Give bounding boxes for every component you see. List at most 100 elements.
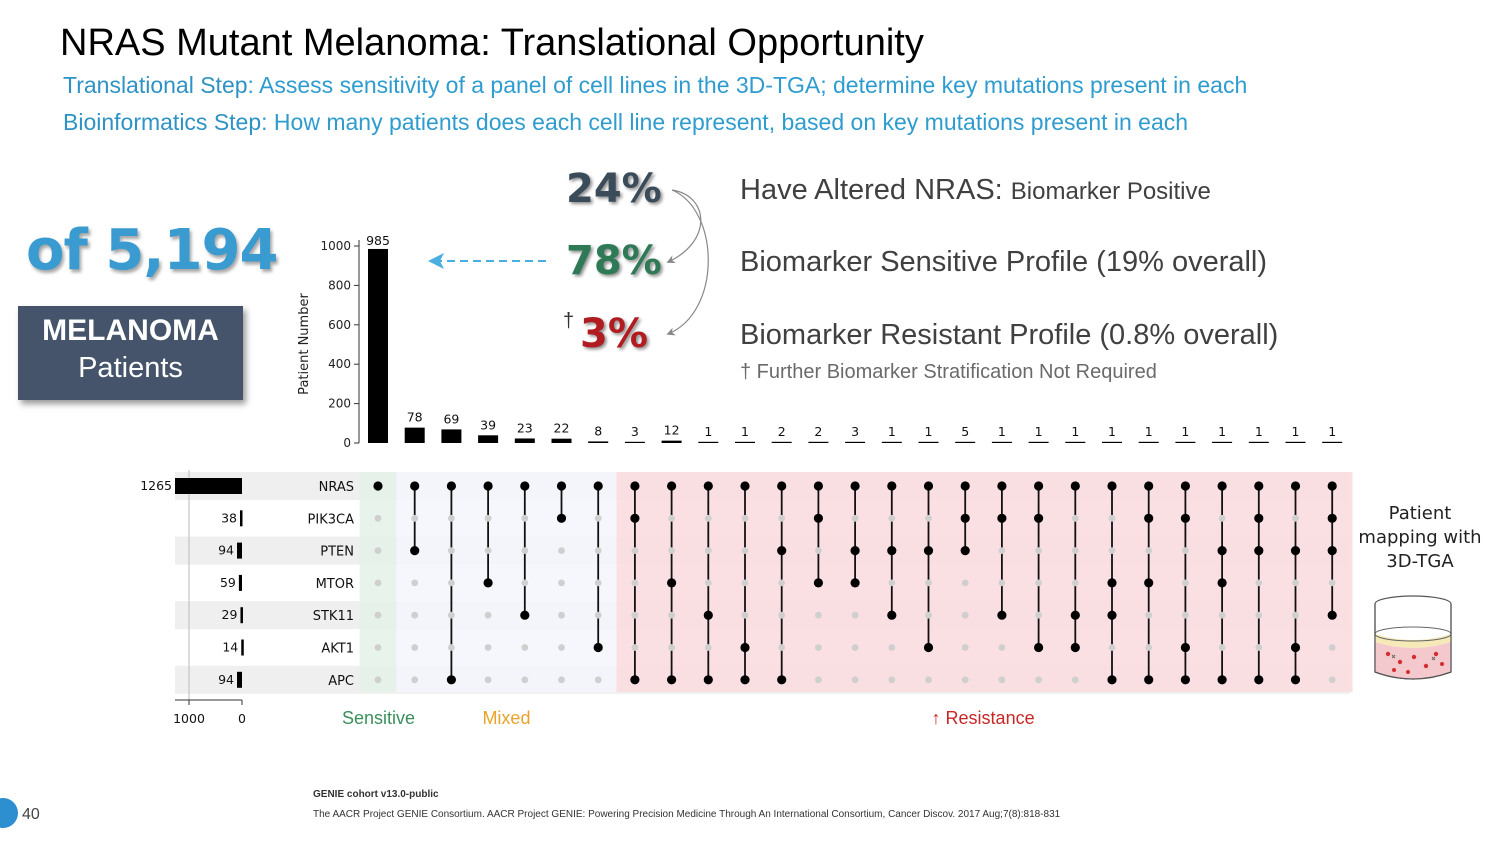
matrix-dot-empty: [1071, 514, 1079, 522]
matrix-dot-empty: [1071, 676, 1079, 684]
matrix-dot-empty: [631, 611, 639, 619]
matrix-dot-filled: [813, 578, 824, 588]
matrix-dot-empty: [1108, 644, 1116, 651]
matrix-dot-filled: [1254, 675, 1264, 685]
matrix-dot-empty: [1292, 514, 1299, 522]
matrix-dot-filled: [593, 642, 603, 653]
matrix-dot-empty: [558, 547, 565, 554]
matrix-dot-empty: [1255, 644, 1263, 651]
matrix-dot-filled: [1327, 481, 1337, 491]
matrix-dot-empty: [778, 611, 786, 619]
patient-mapping-line1: Patient: [1388, 503, 1452, 524]
matrix-dot-empty: [851, 514, 859, 522]
set-size-label: 94: [218, 543, 234, 558]
intersection-bar: [698, 441, 719, 443]
matrix-dot-filled: [777, 675, 787, 685]
set-size-label: 59: [220, 575, 236, 590]
matrix-dot-empty: [704, 514, 712, 522]
intersection-bar-label: 1: [1035, 424, 1043, 439]
matrix-dot-empty: [411, 514, 419, 522]
matrix-dot-empty: [741, 547, 749, 554]
matrix-dot-empty: [411, 579, 419, 587]
set-size-label: 14: [222, 640, 238, 655]
matrix-dot-empty: [668, 644, 675, 651]
intersection-bar: [1175, 441, 1196, 443]
intersection-bar-label: 1: [925, 424, 933, 439]
matrix-dot-empty: [741, 514, 749, 522]
intersection-bar: [918, 441, 939, 443]
matrix-dot-filled: [703, 481, 713, 491]
intersection-bar-label: 78: [407, 410, 423, 425]
matrix-dot-filled: [1254, 546, 1264, 556]
pct-altered: 24%: [566, 166, 662, 212]
set-size-label: 38: [221, 510, 237, 525]
pct-sensitive: 78%: [566, 238, 662, 284]
matrix-dot-empty: [631, 579, 639, 587]
matrix-dot-filled: [1327, 546, 1337, 556]
matrix-dot-filled: [483, 578, 493, 588]
matrix-dot-empty: [374, 547, 382, 554]
y-tick-label: 200: [328, 397, 351, 411]
matrix-dot-filled: [593, 481, 603, 491]
matrix-dot-filled: [1217, 675, 1227, 685]
matrix-dot-filled: [556, 481, 567, 491]
matrix-dot-filled: [446, 481, 456, 491]
matrix-dot-filled: [446, 675, 456, 685]
matrix-dot-empty: [1218, 514, 1226, 522]
set-size-label: 1265: [140, 478, 172, 493]
intersection-bar: [735, 441, 755, 443]
intersection-bar: [955, 441, 976, 443]
melanoma-label: MELANOMA: [42, 314, 219, 347]
matrix-dot-empty: [1071, 547, 1079, 554]
curved-arrow-24-3: [666, 189, 709, 336]
well-plate-icon: [1374, 595, 1452, 680]
citation-text: The AACR Project GENIE Consortium. AACR …: [313, 809, 1061, 820]
matrix-dot-empty: [374, 514, 382, 522]
matrix-dot-empty: [851, 676, 859, 684]
intersection-bar-label: 5: [961, 424, 969, 439]
matrix-dot-empty: [704, 579, 712, 587]
matrix-dot-empty: [1035, 676, 1042, 684]
matrix-dot-filled: [1217, 578, 1227, 588]
matrix-dot-filled: [1290, 481, 1301, 491]
set-size-tick-label: 1000: [173, 711, 205, 726]
intersection-bar-label: 12: [664, 423, 680, 438]
matrix-dot-empty: [998, 676, 1006, 684]
intersection-bar: [1028, 441, 1049, 443]
pct-resistant: 3%: [580, 311, 648, 357]
matrix-dot-filled: [1070, 481, 1080, 491]
matrix-dot-empty: [484, 514, 492, 522]
matrix-dot-empty: [998, 547, 1006, 554]
citation-cohort: GENIE cohort v13.0-public: [313, 789, 439, 800]
matrix-dot-empty: [1218, 644, 1226, 651]
intersection-bar-label: 1: [998, 424, 1006, 439]
intersection-bar: [881, 441, 902, 443]
dashed-arrow-head: [428, 253, 444, 269]
matrix-dot-filled: [1070, 642, 1080, 653]
set-size-bar: [240, 607, 243, 624]
matrix-dot-empty: [925, 676, 932, 684]
set-name-label: STK11: [313, 609, 354, 624]
matrix-dot-empty: [558, 644, 565, 651]
matrix-dot-empty: [1255, 579, 1263, 587]
matrix-dot-filled: [520, 481, 530, 491]
matrix-dot-empty: [1071, 579, 1079, 587]
matrix-dot-empty: [558, 579, 565, 587]
matrix-dot-empty: [448, 514, 455, 522]
matrix-dot-empty: [925, 579, 932, 587]
legend-resistance: ↑ Resistance: [931, 708, 1035, 728]
set-size-bar: [241, 639, 244, 656]
matrix-dot-empty: [374, 579, 382, 587]
matrix-dot-empty: [668, 547, 675, 554]
intersection-bar-label: 69: [443, 411, 459, 426]
set-size-bar: [175, 478, 242, 494]
intersection-bar: [588, 441, 609, 443]
translational-step-text: : Assess sensitivity of a panel of cell …: [247, 72, 1248, 98]
matrix-dot-empty: [778, 514, 786, 522]
matrix-dot-empty: [521, 514, 529, 522]
set-size-bar: [239, 510, 243, 527]
matrix-dot-filled: [520, 610, 530, 620]
matrix-dot-empty: [1108, 514, 1116, 522]
mixed-band: [396, 472, 617, 692]
